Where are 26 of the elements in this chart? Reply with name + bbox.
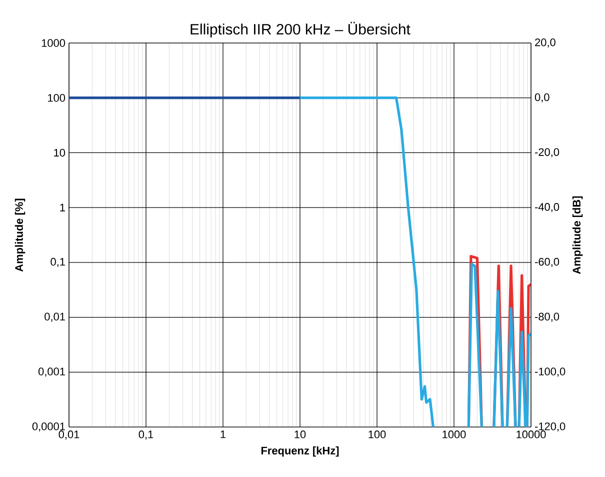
y2-tick-label: -80,0 [535,312,560,322]
chart-title: Elliptisch IIR 200 kHz – Übersicht [190,22,410,38]
x-tick-label: 1000 [442,430,466,438]
x-axis-title: Frequenz [kHz] [261,446,339,457]
x-tick-label: 10000 [516,430,546,438]
x-tick-label: 100 [368,430,386,438]
y2-tick-label: -120,0 [535,422,566,432]
y-tick-label: 0,1 [50,258,65,267]
x-tick-label: 1 [220,430,226,438]
y-tick-label: 0,0001 [32,422,65,432]
y2-tick-label: -40,0 [535,203,560,212]
y-axis-title: Amplitude [%] [14,198,26,272]
y-tick-label: 100 [48,94,66,102]
y2-tick-label: -100,0 [535,368,566,377]
x-tick-label: 0,1 [138,430,154,440]
y2-tick-label: -60,0 [535,258,560,267]
y2-tick-label: 0,0 [534,93,550,102]
y-tick-label: 0,001 [38,368,65,377]
y2-tick-label: 20,0 [535,38,556,48]
y2-tick-label: -20,0 [535,148,560,158]
y-tick-label: 0,01 [44,312,65,322]
y-tick-label: 10 [54,148,66,157]
x-tick-label: 10 [294,430,306,438]
y-tick-label: 1000 [42,39,66,47]
y-tick-label: 1 [60,204,65,212]
y2-axis-title: Amplitude [dB] [572,196,583,274]
